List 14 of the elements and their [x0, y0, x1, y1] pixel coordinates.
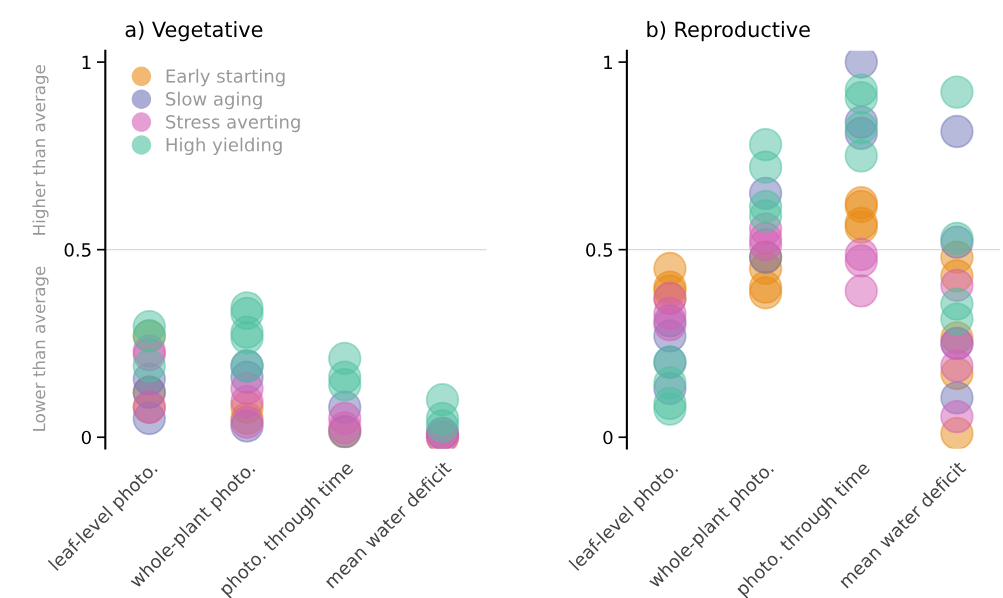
y-tick-label: 1	[604, 55, 613, 69]
text: Lower than average	[32, 266, 49, 431]
y-tick-label: 0.5	[586, 243, 613, 257]
y-tick-label: 0.5	[64, 243, 91, 257]
legend-label: Early starting	[166, 68, 285, 87]
text: Higher than average	[32, 65, 49, 235]
legend-label: High yielding	[166, 137, 282, 156]
chart-title: a) Vegetative	[125, 21, 263, 42]
legend-label: Slow aging	[166, 91, 262, 110]
chart-title: b) Reproductive	[647, 21, 810, 42]
y-tick-label: 0	[603, 430, 613, 445]
y-tick-label: 1	[82, 55, 91, 69]
legend-label: Stress averting	[166, 114, 300, 133]
y-tick-label: 0	[81, 430, 91, 445]
